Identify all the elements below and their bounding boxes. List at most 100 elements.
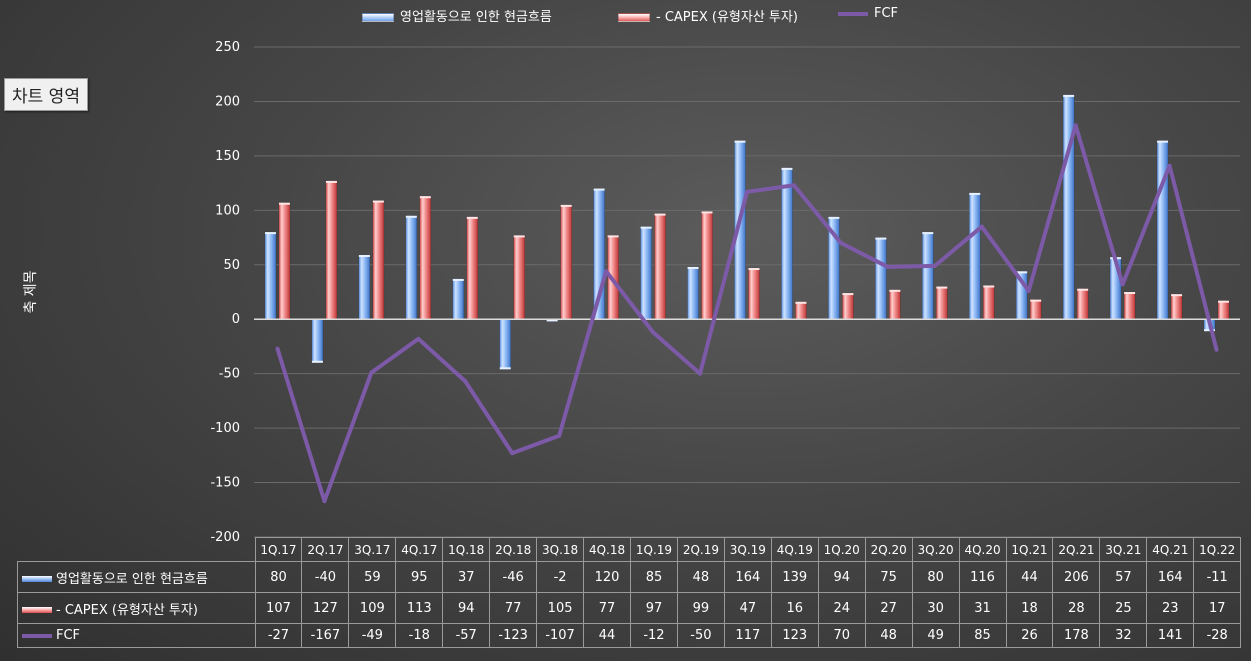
table-cell: 16 bbox=[770, 592, 819, 624]
table-cell: 17 bbox=[1193, 592, 1242, 624]
table-cell: -18 bbox=[395, 623, 444, 648]
bar-capex[interactable] bbox=[1170, 293, 1183, 320]
table-cell: 24 bbox=[817, 592, 866, 624]
y-tick-label: 0 bbox=[232, 312, 240, 327]
fcf-point bbox=[791, 183, 796, 188]
category-label: 4Q.18 bbox=[583, 537, 631, 562]
table-cell: 44 bbox=[583, 623, 631, 648]
bar-cap bbox=[936, 286, 948, 289]
bar-capex[interactable] bbox=[1029, 299, 1042, 320]
category-label: 1Q.17 bbox=[254, 537, 303, 562]
category-label: 1Q.22 bbox=[1193, 537, 1242, 562]
bar-cap bbox=[701, 211, 713, 214]
legend-item-capex[interactable]: - CAPEX (유형자산 투자) bbox=[618, 6, 798, 25]
bar-capex[interactable] bbox=[513, 235, 525, 320]
y-tick-label: 250 bbox=[215, 40, 240, 55]
bar-capex[interactable] bbox=[889, 289, 901, 320]
bar-capex[interactable] bbox=[842, 292, 854, 320]
bar-operating-cashflow[interactable] bbox=[969, 192, 981, 320]
table-cell: 139 bbox=[770, 561, 819, 593]
chart-data-table[interactable]: 1Q.17 2Q.17 3Q.17 4Q.17 1Q.18 2Q.18 3Q.18 4Q.18… bbox=[17, 537, 1242, 648]
bar-operating-cashflow[interactable] bbox=[499, 318, 511, 370]
table-cell: 48 bbox=[864, 623, 913, 648]
bar-capex[interactable] bbox=[560, 204, 572, 320]
table-legend-swatch bbox=[22, 576, 52, 582]
table-cell: 85 bbox=[630, 561, 678, 593]
bar-capex[interactable] bbox=[748, 267, 760, 320]
fcf-point bbox=[604, 269, 609, 274]
legend-swatch-blue bbox=[362, 13, 394, 22]
bar-capex[interactable] bbox=[701, 211, 713, 320]
bar-operating-cashflow[interactable] bbox=[687, 266, 699, 320]
bar-capex[interactable] bbox=[278, 202, 291, 320]
bar-operating-cashflow[interactable] bbox=[1062, 94, 1075, 320]
legend-swatch-line bbox=[838, 11, 868, 16]
bar-capex[interactable] bbox=[1076, 288, 1089, 320]
bar-capex[interactable] bbox=[372, 200, 385, 320]
legend-item-fcf[interactable]: FCF bbox=[838, 6, 898, 21]
table-cell: 37 bbox=[442, 561, 491, 593]
bar-operating-cashflow[interactable] bbox=[264, 231, 277, 320]
bar-capex[interactable] bbox=[795, 301, 807, 320]
bar-cap bbox=[499, 367, 511, 370]
legend-item-operating-cashflow[interactable]: 영업활동으로 인한 현금흐름 bbox=[362, 6, 552, 25]
bar-capex[interactable] bbox=[419, 195, 432, 320]
table-cell: 18 bbox=[1005, 592, 1054, 624]
table-cell: 120 bbox=[583, 561, 631, 593]
table-cell: 31 bbox=[958, 592, 1007, 624]
bar-capex[interactable] bbox=[1217, 300, 1230, 320]
bar-cap bbox=[560, 204, 572, 207]
table-cell: 47 bbox=[723, 592, 772, 624]
bar-cap bbox=[654, 213, 666, 216]
fcf-point bbox=[416, 336, 421, 341]
table-cell: -107 bbox=[536, 623, 585, 648]
fcf-point bbox=[1073, 123, 1078, 128]
table-cell: 27 bbox=[864, 592, 913, 624]
bar-capex[interactable] bbox=[466, 216, 479, 320]
bar-operating-cashflow[interactable] bbox=[922, 231, 934, 320]
category-label: 2Q.21 bbox=[1052, 537, 1101, 562]
bar-capex[interactable] bbox=[983, 285, 995, 320]
table-legend-swatch bbox=[22, 607, 52, 613]
bar-cap bbox=[1030, 299, 1042, 302]
bar-capex[interactable] bbox=[1123, 291, 1136, 320]
table-cell: -49 bbox=[348, 623, 397, 648]
y-axis-title[interactable]: 축 제목 bbox=[23, 270, 39, 314]
bar-operating-cashflow[interactable] bbox=[358, 254, 371, 320]
bar-operating-cashflow[interactable] bbox=[405, 215, 418, 320]
bar-operating-cashflow[interactable] bbox=[452, 278, 465, 320]
bar-cap bbox=[748, 268, 760, 271]
bar-operating-cashflow[interactable] bbox=[640, 226, 652, 320]
bar-operating-cashflow[interactable] bbox=[875, 237, 887, 320]
bar-capex[interactable] bbox=[936, 286, 948, 320]
legend-label-fcf: FCF bbox=[874, 6, 899, 21]
bar-operating-cashflow[interactable] bbox=[311, 318, 324, 364]
bar-cap bbox=[1124, 292, 1136, 294]
category-label: 3Q.18 bbox=[536, 537, 585, 562]
bar-cap bbox=[922, 232, 934, 235]
fcf-point bbox=[1214, 347, 1219, 352]
y-tick-label: 150 bbox=[215, 149, 240, 164]
table-cell: -12 bbox=[630, 623, 678, 648]
bar-cap bbox=[781, 167, 793, 170]
category-label: 3Q.21 bbox=[1099, 537, 1148, 562]
table-legend-swatch bbox=[22, 633, 52, 638]
table-cell: 48 bbox=[676, 561, 725, 593]
bar-capex[interactable] bbox=[654, 213, 666, 320]
bar-cap bbox=[1157, 140, 1169, 143]
category-label: 3Q.19 bbox=[723, 537, 772, 562]
bar-capex[interactable] bbox=[325, 180, 338, 320]
fcf-point bbox=[275, 346, 280, 351]
bar-cap bbox=[795, 301, 807, 304]
table-cell: 26 bbox=[1005, 623, 1054, 648]
bar-operating-cashflow[interactable] bbox=[781, 167, 793, 320]
table-cell: 178 bbox=[1052, 623, 1101, 648]
chart-legend[interactable]: 영업활동으로 인한 현금흐름 - CAPEX (유형자산 투자) FCF bbox=[0, 0, 1251, 30]
fcf-point bbox=[1120, 282, 1125, 287]
fcf-line[interactable] bbox=[275, 123, 1219, 504]
fcf-point bbox=[885, 264, 890, 269]
bar-operating-cashflow[interactable] bbox=[1156, 140, 1169, 320]
bar-cap bbox=[640, 226, 652, 229]
table-cell: -11 bbox=[1193, 561, 1242, 593]
